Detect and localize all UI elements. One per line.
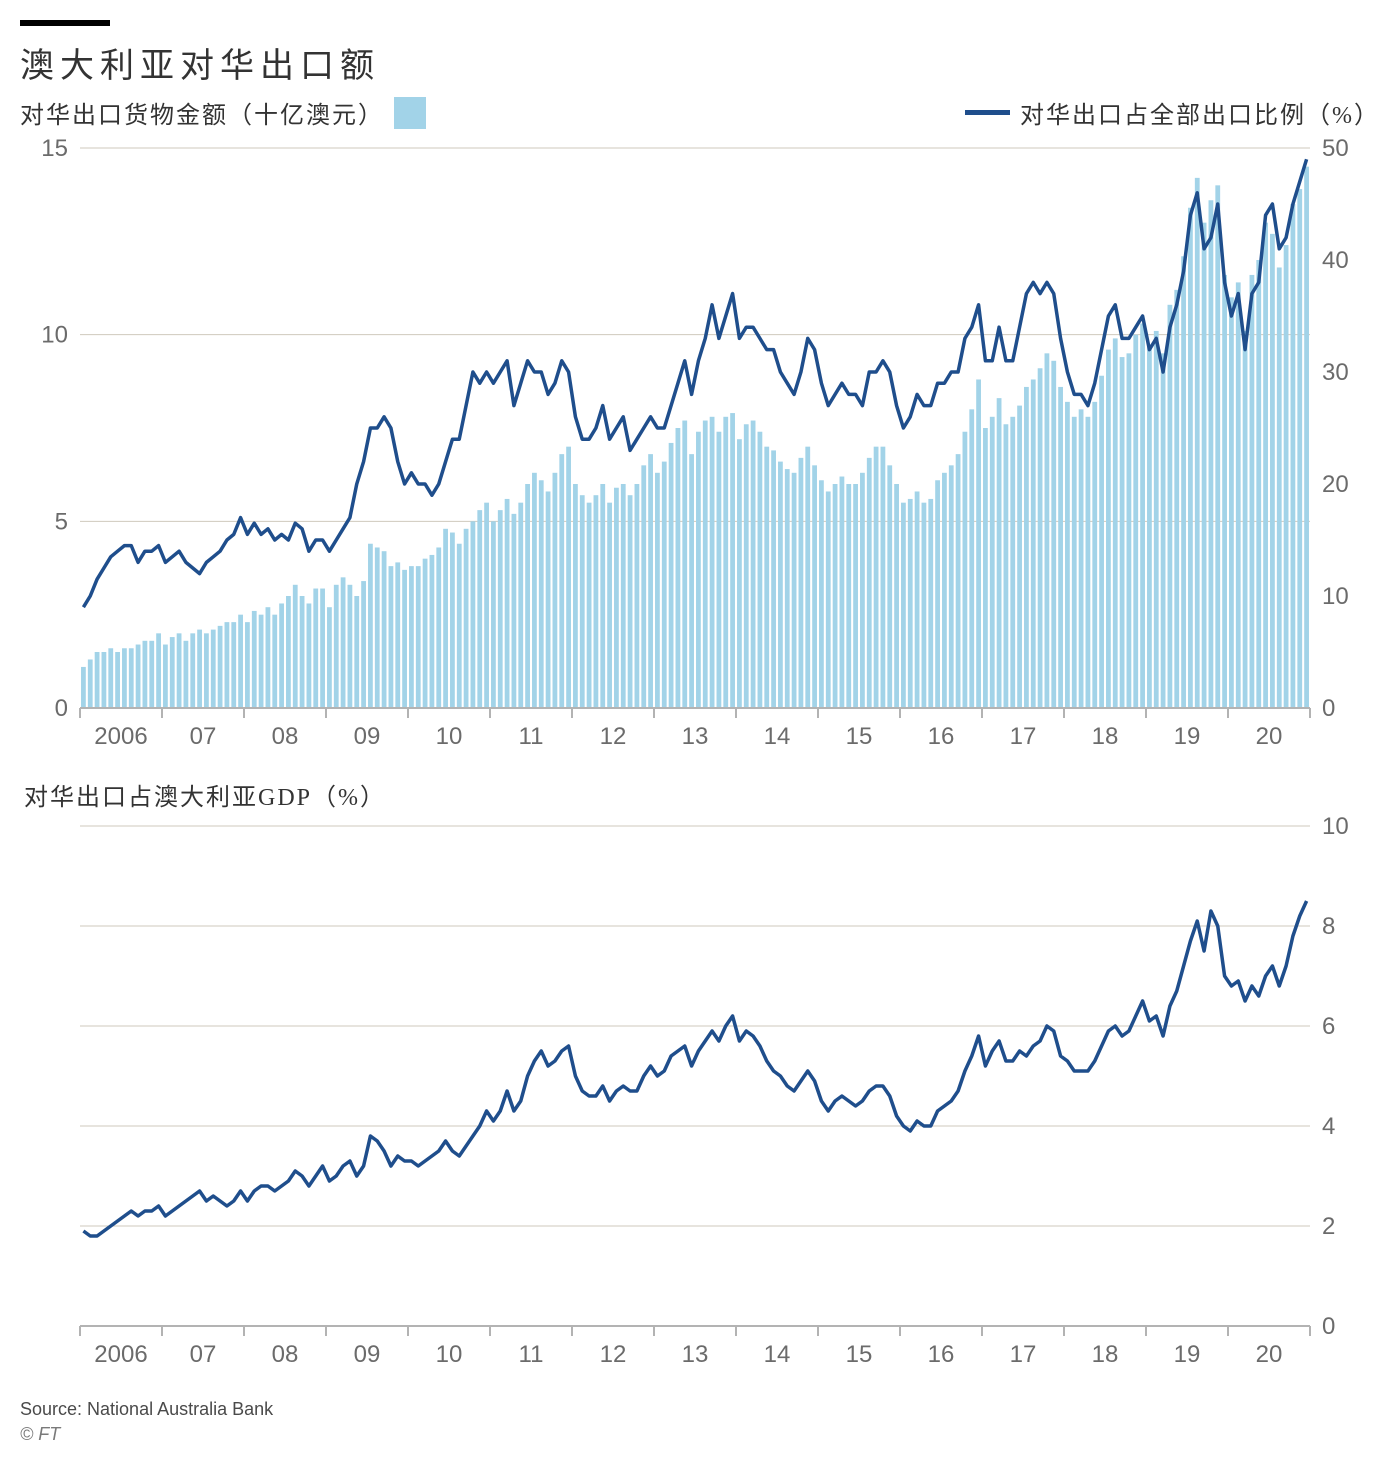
svg-text:10: 10: [1322, 583, 1349, 610]
svg-text:07: 07: [190, 1341, 217, 1368]
chart-title: 澳大利亚对华出口额: [20, 38, 1380, 87]
svg-text:18: 18: [1092, 723, 1119, 750]
top-chart-svg: 0 5 10 15 0 10 20 30 40 50 2006 07 08 09 10 11 12 13 14 15 1…: [20, 138, 1370, 758]
svg-text:2006: 2006: [94, 723, 147, 750]
svg-text:12: 12: [600, 1341, 627, 1368]
svg-text:50: 50: [1322, 138, 1349, 162]
svg-text:20: 20: [1322, 471, 1349, 498]
svg-text:5: 5: [55, 508, 68, 535]
svg-text:16: 16: [928, 723, 955, 750]
top-chart: 0 5 10 15 0 10 20 30 40 50 2006 07 08 09 10 11 12 13 14 15 1…: [20, 138, 1380, 763]
svg-text:10: 10: [436, 723, 463, 750]
svg-text:19: 19: [1174, 1341, 1201, 1368]
svg-text:14: 14: [764, 1341, 791, 1368]
legend-bars-label: 对华出口货物金额（十亿澳元）: [20, 95, 384, 130]
svg-text:17: 17: [1010, 1341, 1037, 1368]
legend-bars-swatch: [394, 97, 426, 129]
svg-text:13: 13: [682, 723, 709, 750]
svg-text:8: 8: [1322, 913, 1335, 940]
svg-text:6: 6: [1322, 1013, 1335, 1040]
svg-text:10: 10: [41, 322, 68, 349]
svg-text:17: 17: [1010, 723, 1037, 750]
legend-bars: 对华出口货物金额（十亿澳元）: [20, 95, 426, 130]
svg-text:20: 20: [1256, 1341, 1283, 1368]
svg-text:18: 18: [1092, 1341, 1119, 1368]
svg-text:2: 2: [1322, 1213, 1335, 1240]
svg-text:08: 08: [272, 723, 299, 750]
brand-bar: [20, 20, 110, 26]
svg-text:13: 13: [682, 1341, 709, 1368]
svg-text:15: 15: [846, 1341, 873, 1368]
svg-text:19: 19: [1174, 723, 1201, 750]
svg-text:0: 0: [55, 695, 68, 722]
svg-text:40: 40: [1322, 247, 1349, 274]
svg-text:30: 30: [1322, 359, 1349, 386]
copyright-line: © FT: [20, 1424, 1380, 1445]
svg-text:11: 11: [519, 1341, 544, 1368]
svg-text:15: 15: [846, 723, 873, 750]
source-line: Source: National Australia Bank: [20, 1399, 1380, 1420]
bottom-chart-svg: 0 2 4 6 8 10 2006 07 08 09 10 11 12 13 14 15 16 17 18 19 20: [20, 816, 1370, 1376]
legend-line: 对华出口占全部出口比例（%）: [965, 95, 1380, 130]
svg-text:15: 15: [41, 138, 68, 162]
bottom-chart: 0 2 4 6 8 10 2006 07 08 09 10 11 12 13 14 15 16 17 18 19 20: [20, 816, 1380, 1381]
svg-text:0: 0: [1322, 1313, 1335, 1340]
svg-text:09: 09: [354, 723, 381, 750]
legend-row: 对华出口货物金额（十亿澳元） 对华出口占全部出口比例（%）: [20, 95, 1380, 130]
svg-text:07: 07: [190, 723, 217, 750]
svg-text:10: 10: [1322, 816, 1349, 840]
svg-text:11: 11: [519, 723, 544, 750]
bottom-chart-subtitle: 对华出口占澳大利亚GDP（%）: [24, 777, 1380, 812]
svg-text:08: 08: [272, 1341, 299, 1368]
legend-line-swatch: [965, 110, 1010, 115]
svg-text:09: 09: [354, 1341, 381, 1368]
svg-text:12: 12: [600, 723, 627, 750]
legend-line-label: 对华出口占全部出口比例（%）: [1020, 95, 1380, 130]
svg-text:14: 14: [764, 723, 791, 750]
svg-text:4: 4: [1322, 1113, 1335, 1140]
svg-text:16: 16: [928, 1341, 955, 1368]
svg-text:10: 10: [436, 1341, 463, 1368]
svg-text:2006: 2006: [94, 1341, 147, 1368]
svg-text:0: 0: [1322, 695, 1335, 722]
svg-text:20: 20: [1256, 723, 1283, 750]
